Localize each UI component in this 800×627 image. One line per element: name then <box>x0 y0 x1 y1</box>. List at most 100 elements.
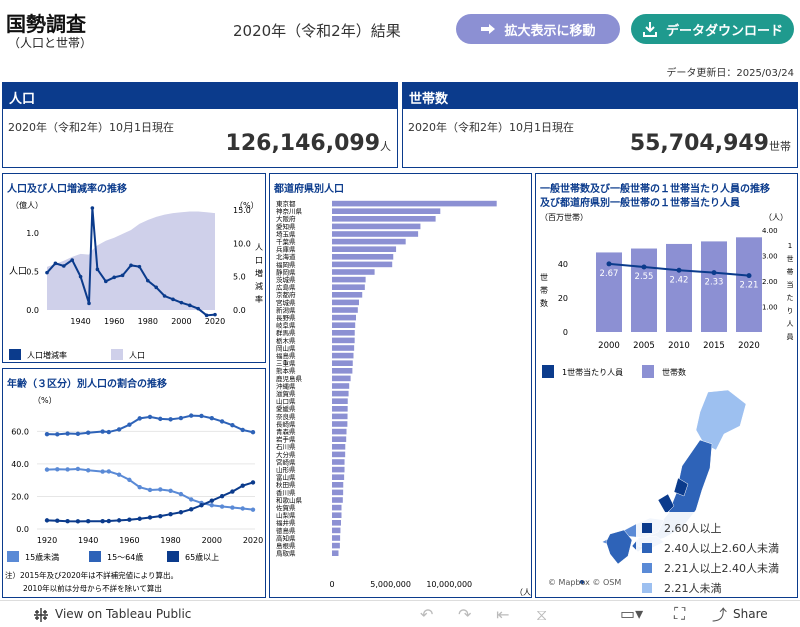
hh-rtick: 4.00 <box>762 227 778 235</box>
household-chart[interactable]: （百万世帯） （人） 世帯数 1世帯当たり人員 2.67 2.55 2.42 2.33… <box>536 208 797 380</box>
growth-rate-point <box>179 300 184 305</box>
age-note-1: 注）2015年及び2020年は不詳補完値により算出。 <box>5 570 178 580</box>
map-kyushu[interactable] <box>605 529 633 565</box>
pref-label: 沖縄県 <box>276 381 296 390</box>
fullscreen-icon[interactable]: ⛶ <box>674 604 686 623</box>
household-panel[interactable]: 一般世帯数及び一般世帯の１世帯当たり人員の推移 及び都道府県別一般世帯の１世帯当… <box>535 173 798 598</box>
population-chart-panel[interactable]: 人口及び人口増減率の推移 （億人） （%） 人口 人口増減率 1.0 0.5 0.0… <box>2 173 266 363</box>
pref-bar <box>332 337 355 344</box>
hh-rtick: 1.00 <box>762 304 778 312</box>
share-icon[interactable]: ⤴ <box>712 606 728 624</box>
age-chart[interactable]: （%） 60.0 40.0 20.0 0.0 1920 1940 1960 1980 2000 2… <box>3 387 265 597</box>
expand-view-button[interactable]: 拡大表示に移動 <box>456 14 620 44</box>
pref-label: 鳥取県 <box>276 549 296 558</box>
age-point <box>100 469 105 474</box>
growth-rate-point <box>146 278 150 283</box>
age-note-2: 2010年以前は分母から不詳を除いて算出 <box>23 583 162 593</box>
map-legend-label: 2.40人以上2.60人未満 <box>664 542 779 555</box>
pref-label: 佐賀県 <box>276 503 296 512</box>
data-download-button[interactable]: データダウンロード <box>631 14 794 44</box>
share-button[interactable]: Share <box>733 607 768 621</box>
pref-bar <box>332 276 366 283</box>
age-point <box>116 472 122 477</box>
age-point <box>116 518 122 523</box>
hh-right-axis-char: 世 <box>787 254 794 263</box>
pref-label: 福島県 <box>276 351 296 360</box>
pref-bar <box>332 474 345 480</box>
hh-right-axis-char: 当 <box>787 280 794 289</box>
age-unit: （%） <box>33 396 57 405</box>
pref-label: 埼玉県 <box>276 229 296 238</box>
growth-rate-point <box>45 270 49 275</box>
pref-label: 広島県 <box>276 283 296 292</box>
pop-rtick: 0.0 <box>233 306 246 315</box>
data-download-label: データダウンロード <box>665 23 783 39</box>
hh-xtick: 2005 <box>633 341 655 351</box>
legend-swatch-15to64 <box>89 551 101 562</box>
view-on-tableau-link[interactable]: View on Tableau Public <box>55 607 192 621</box>
arrow-right-icon <box>481 24 496 34</box>
census-label: 2020年（令和2年）結果 <box>233 22 401 40</box>
pref-bar <box>332 428 347 435</box>
map-chubu[interactable] <box>657 477 689 515</box>
map-okinawa[interactable] <box>580 580 584 584</box>
pref-label: 青森県 <box>276 427 296 436</box>
japan-map[interactable]: © Mapbox © OSM <box>540 382 795 597</box>
legend-swatch-65plus <box>167 551 179 562</box>
age-point <box>168 417 173 422</box>
map-hokkaido[interactable] <box>695 389 747 451</box>
age-point <box>75 519 81 524</box>
age-xtick: 2000 <box>202 536 222 545</box>
persons-point <box>606 261 612 267</box>
map-attribution[interactable]: © Mapbox © OSM <box>548 578 622 587</box>
pref-bar <box>332 238 406 245</box>
pref-bar <box>332 368 353 374</box>
pop-left-unit: （億人） <box>11 200 43 210</box>
growth-rate-point <box>87 301 91 306</box>
population-value: 126,146,099 <box>225 131 380 156</box>
hh-right-axis-char: 1 <box>788 242 792 250</box>
pref-bar <box>332 200 497 207</box>
download-menu-icon[interactable]: ▭▾ <box>620 604 644 623</box>
redo-icon[interactable]: ↷ <box>458 605 472 624</box>
growth-rate-point <box>120 273 125 278</box>
pref-label: 岩手県 <box>276 435 296 444</box>
tableau-toolbar: View on Tableau Public ↶ ↷ ⇤ ⧖ ▭▾ ⛶ ⤴ Sh… <box>0 600 800 627</box>
age-point <box>86 518 91 524</box>
age-point <box>86 468 91 473</box>
pref-bar <box>332 504 342 511</box>
japan-map-svg[interactable] <box>540 382 795 597</box>
pause-icon[interactable]: ⧖ <box>536 605 548 624</box>
growth-rate-line <box>46 207 216 317</box>
age-chart-panel[interactable]: 年齢（３区分）別人口の割合の推移 （%） 60.0 40.0 20.0 0.0 1920… <box>2 368 266 598</box>
growth-rate-point <box>78 274 83 279</box>
prefecture-chart[interactable]: 東京都神奈川県大阪府愛知県埼玉県千葉県兵庫県北海道福岡県静岡県茨城県広島県京都府… <box>270 194 531 597</box>
revert-icon[interactable]: ⇤ <box>496 605 510 624</box>
growth-rate-point <box>53 261 58 266</box>
prefecture-chart-panel[interactable]: 都道府県別人口 東京都 神奈川県 大阪府 愛知県 埼玉県 千葉県 兵庫県 北海道 福岡県 静岡県茨… <box>269 173 532 598</box>
growth-rate-point <box>90 206 95 210</box>
pref-bar <box>332 406 348 412</box>
population-unit: 人 <box>380 140 391 153</box>
growth-rate-point <box>104 279 108 284</box>
pref-label: 静岡県 <box>276 267 296 276</box>
undo-icon[interactable]: ↶ <box>420 605 434 624</box>
pref-bar <box>332 216 436 222</box>
pref-bar <box>332 307 358 313</box>
pref-bar <box>332 459 345 465</box>
pref-bar <box>332 314 357 321</box>
pref-bar <box>332 489 344 496</box>
pref-bar <box>332 527 341 534</box>
pref-label: 茨城県 <box>276 275 296 284</box>
population-chart[interactable]: （億人） （%） 人口 人口増減率 1.00.50.015.010.05.00.… <box>3 192 265 362</box>
legend-persons: 1世帯当たり人員 <box>562 367 623 377</box>
age-point <box>75 466 81 472</box>
age-point <box>199 503 204 508</box>
growth-rate-point <box>196 306 200 311</box>
pref-label: 千葉県 <box>276 237 296 246</box>
persons-data-label: 2.21 <box>740 281 759 291</box>
pref-bar <box>332 444 346 450</box>
pref-label: 福岡県 <box>276 260 296 269</box>
pref-label: 岡山県 <box>276 343 296 352</box>
pref-label: 大分県 <box>276 450 296 459</box>
